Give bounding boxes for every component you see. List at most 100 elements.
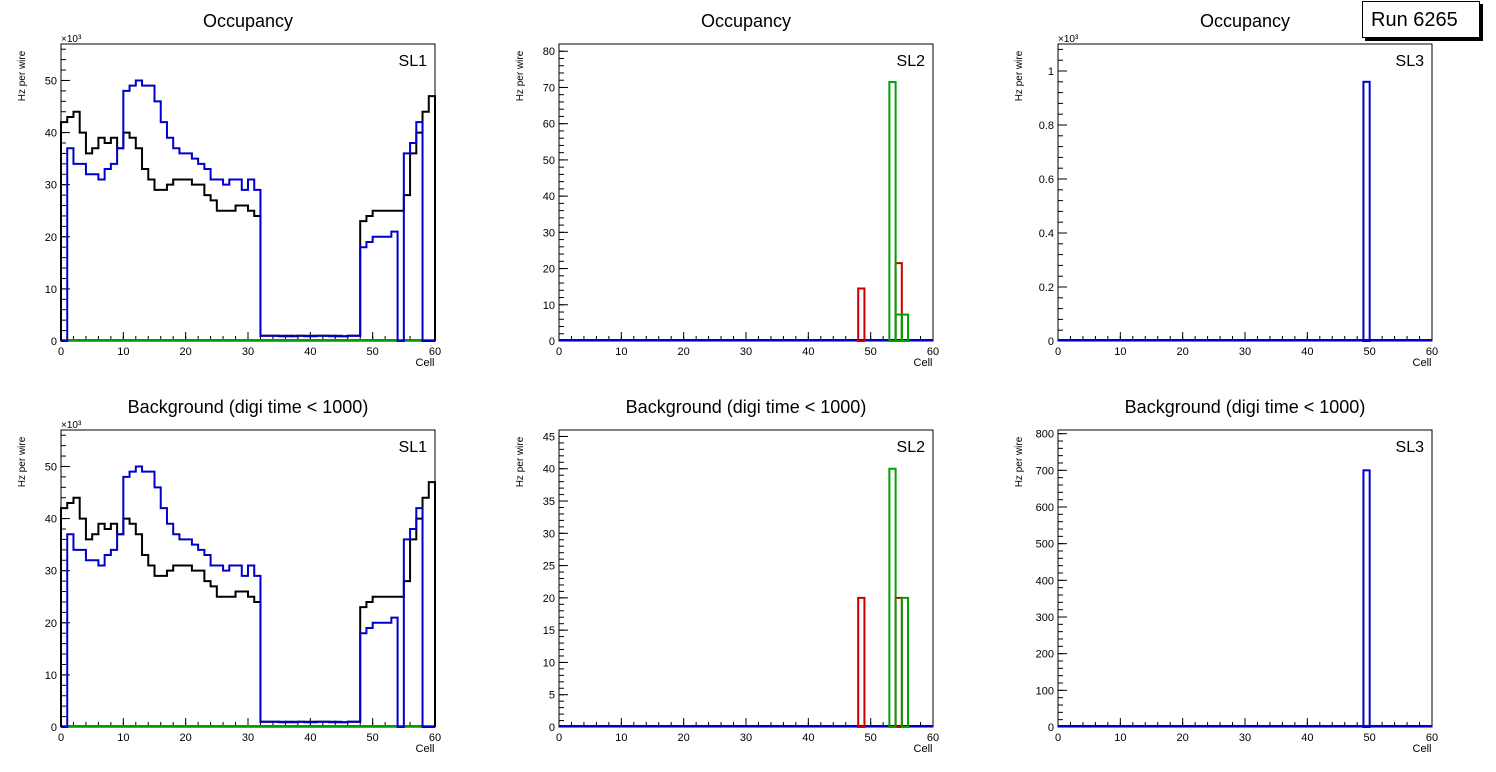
y-tick-label: 60 bbox=[543, 119, 555, 131]
x-tick-label: 50 bbox=[1364, 732, 1376, 744]
chart-title: Background (digi time < 1000) bbox=[626, 397, 867, 417]
y-exponent-label: ×10³ bbox=[1058, 34, 1079, 45]
x-tick-label: 0 bbox=[556, 732, 562, 744]
chart-title: Occupancy bbox=[203, 11, 293, 31]
y-tick-label: 400 bbox=[1036, 575, 1054, 587]
x-tick-label: 10 bbox=[1114, 732, 1126, 744]
chart-panel-4: Background (digi time < 1000) 0 10 20 30 40 50… bbox=[17, 397, 441, 755]
y-tick-label: 700 bbox=[1036, 465, 1054, 477]
x-tick-label: 50 bbox=[865, 732, 877, 744]
x-tick-label: 50 bbox=[367, 346, 379, 358]
x-tick-label: 30 bbox=[1239, 346, 1251, 358]
x-tick-label: 40 bbox=[802, 732, 814, 744]
x-tick-label: 20 bbox=[678, 346, 690, 358]
y-tick-label: 40 bbox=[543, 464, 555, 476]
x-tick-label: 10 bbox=[615, 346, 627, 358]
superlayer-label: SL1 bbox=[399, 439, 428, 456]
y-tick-label: 0.2 bbox=[1039, 282, 1054, 294]
y-tick-label: 40 bbox=[45, 514, 57, 526]
y-axis-label: Hz per wire bbox=[1014, 50, 1025, 101]
x-tick-label: 10 bbox=[117, 346, 129, 358]
x-tick-label: 60 bbox=[429, 732, 441, 744]
y-tick-label: 45 bbox=[543, 431, 555, 443]
x-axis-label: Cell bbox=[1413, 743, 1432, 755]
x-axis-label: Cell bbox=[416, 743, 435, 755]
x-tick-label: 30 bbox=[1239, 732, 1251, 744]
x-tick-label: 20 bbox=[678, 732, 690, 744]
y-tick-label: 20 bbox=[45, 232, 57, 244]
histogram-bin bbox=[857, 287, 866, 343]
chart-title: Background (digi time < 1000) bbox=[128, 397, 369, 417]
y-tick-label: 20 bbox=[45, 618, 57, 630]
y-tick-label: 5 bbox=[549, 690, 555, 702]
x-tick-label: 0 bbox=[556, 346, 562, 358]
histogram-bin bbox=[857, 596, 866, 728]
plot-frame bbox=[558, 429, 934, 728]
histogram-series-layer-2 bbox=[61, 465, 435, 728]
y-tick-label: 0 bbox=[549, 336, 555, 348]
y-tick-label: 0.8 bbox=[1039, 120, 1054, 132]
y-tick-label: 20 bbox=[543, 264, 555, 276]
y-tick-label: 200 bbox=[1036, 649, 1054, 661]
histogram-bin bbox=[888, 81, 897, 342]
y-exponent-label: ×10³ bbox=[61, 34, 82, 45]
x-tick-label: 20 bbox=[180, 732, 192, 744]
y-tick-label: 600 bbox=[1036, 502, 1054, 514]
y-tick-label: 35 bbox=[543, 496, 555, 508]
plot-frame bbox=[60, 43, 436, 342]
y-tick-label: 0.4 bbox=[1039, 228, 1054, 240]
y-tick-label: 50 bbox=[45, 461, 57, 473]
y-axis-label: Hz per wire bbox=[17, 436, 28, 487]
superlayer-label: SL3 bbox=[1396, 53, 1425, 70]
y-tick-label: 10 bbox=[45, 284, 57, 296]
histogram-bin bbox=[1362, 469, 1371, 728]
superlayer-label: SL1 bbox=[399, 53, 428, 70]
y-axis-label: Hz per wire bbox=[1014, 436, 1025, 487]
y-tick-label: 15 bbox=[543, 625, 555, 637]
x-tick-label: 10 bbox=[117, 732, 129, 744]
y-tick-label: 40 bbox=[45, 128, 57, 140]
y-tick-label: 25 bbox=[543, 561, 555, 573]
x-tick-label: 30 bbox=[242, 346, 254, 358]
y-tick-label: 0 bbox=[1048, 722, 1054, 734]
x-tick-label: 10 bbox=[1114, 346, 1126, 358]
x-tick-label: 60 bbox=[1426, 346, 1438, 358]
histogram-series-layer-1 bbox=[60, 95, 436, 341]
y-tick-label: 50 bbox=[543, 155, 555, 167]
histogram-series-layer-1 bbox=[60, 481, 436, 727]
y-tick-label: 30 bbox=[45, 566, 57, 578]
run-label: Run 6265 bbox=[1362, 1, 1480, 38]
superlayer-label: SL2 bbox=[897, 53, 926, 70]
x-tick-label: 60 bbox=[429, 346, 441, 358]
y-tick-label: 100 bbox=[1036, 685, 1054, 697]
x-axis-label: Cell bbox=[914, 743, 933, 755]
y-tick-label: 300 bbox=[1036, 612, 1054, 624]
x-tick-label: 0 bbox=[1055, 346, 1061, 358]
y-tick-label: 0.6 bbox=[1039, 174, 1054, 186]
plot-frame bbox=[1057, 429, 1433, 728]
x-tick-label: 20 bbox=[1177, 346, 1189, 358]
x-tick-label: 40 bbox=[1301, 346, 1313, 358]
x-tick-label: 0 bbox=[58, 346, 64, 358]
histogram-bin bbox=[900, 596, 910, 728]
superlayer-label: SL3 bbox=[1396, 439, 1425, 456]
x-tick-label: 20 bbox=[1177, 732, 1189, 744]
y-tick-label: 30 bbox=[543, 528, 555, 540]
x-tick-label: 30 bbox=[740, 732, 752, 744]
x-tick-label: 60 bbox=[927, 346, 939, 358]
histogram-bin bbox=[900, 313, 910, 342]
x-tick-label: 40 bbox=[802, 346, 814, 358]
x-tick-label: 30 bbox=[242, 732, 254, 744]
y-tick-label: 30 bbox=[45, 180, 57, 192]
x-tick-label: 0 bbox=[58, 732, 64, 744]
y-tick-label: 10 bbox=[543, 300, 555, 312]
x-tick-label: 60 bbox=[1426, 732, 1438, 744]
y-tick-label: 10 bbox=[543, 657, 555, 669]
y-tick-label: 0 bbox=[51, 722, 57, 734]
x-tick-label: 50 bbox=[1364, 346, 1376, 358]
x-tick-label: 40 bbox=[304, 732, 316, 744]
y-tick-label: 50 bbox=[45, 75, 57, 87]
plot-frame bbox=[60, 429, 436, 728]
